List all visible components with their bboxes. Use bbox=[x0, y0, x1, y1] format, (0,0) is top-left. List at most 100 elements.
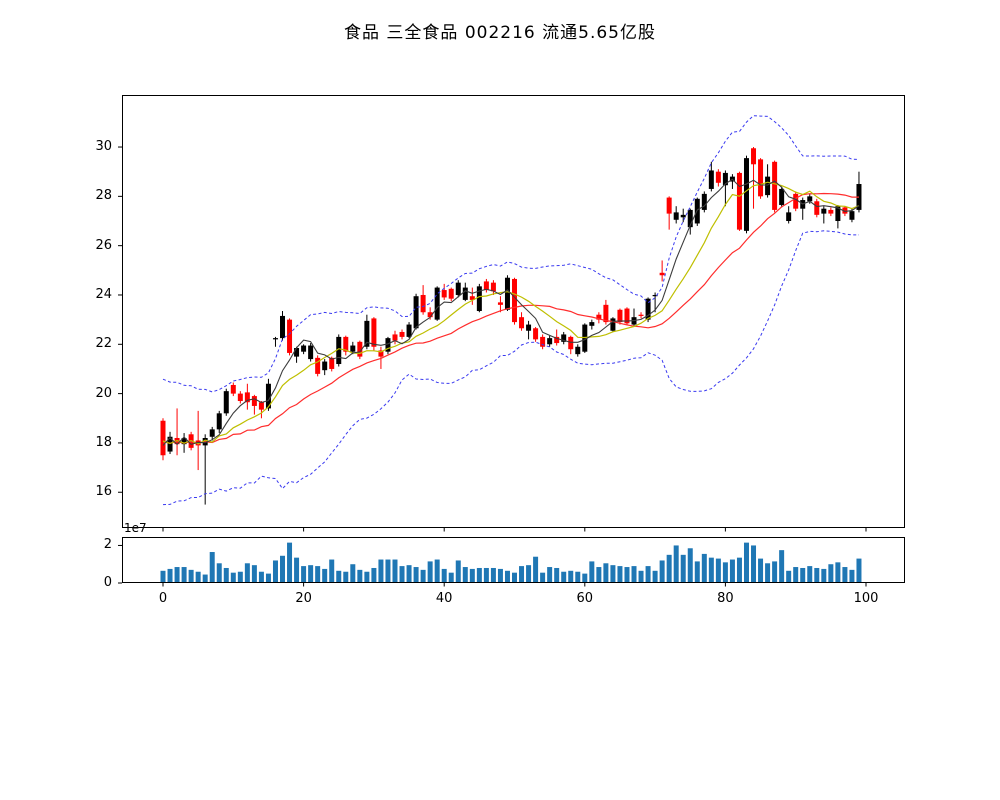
volume-bar bbox=[230, 572, 236, 583]
candle-body-up bbox=[765, 176, 771, 196]
volume-bar bbox=[413, 567, 419, 583]
candle-body-down bbox=[315, 357, 321, 374]
candle-body-up bbox=[547, 338, 553, 345]
candle-body-up bbox=[406, 324, 412, 337]
candle-body-down bbox=[399, 331, 405, 337]
volume-bar bbox=[216, 563, 222, 583]
volume-bar bbox=[701, 553, 707, 583]
x-tick-label: 80 bbox=[717, 591, 734, 606]
volume-bar bbox=[244, 563, 250, 583]
volume-bar bbox=[406, 565, 412, 583]
candle-body-down bbox=[287, 319, 293, 353]
volume-pane bbox=[118, 537, 905, 587]
candle-body-up bbox=[294, 347, 300, 357]
price-tick-label: 18 bbox=[95, 434, 112, 450]
price-tick-label: 22 bbox=[95, 336, 112, 352]
volume-bar bbox=[258, 571, 264, 583]
candle-body-up bbox=[673, 212, 679, 220]
volume-tick-label: 0 bbox=[103, 575, 112, 590]
volume-bar bbox=[624, 567, 630, 583]
volume-bar bbox=[715, 558, 721, 583]
candle-body-down bbox=[448, 288, 454, 299]
volume-bar bbox=[237, 571, 243, 583]
volume-bar bbox=[287, 542, 293, 583]
candle-body-down bbox=[357, 341, 363, 357]
chart-title: 食品 三全食品 002216 流通5.65亿股 bbox=[344, 23, 656, 43]
volume-bar bbox=[842, 567, 848, 583]
volume-bar bbox=[504, 570, 510, 583]
candle-body-up bbox=[265, 383, 271, 409]
candle-body-down bbox=[490, 282, 496, 292]
volume-bar bbox=[322, 568, 328, 583]
candle-body-down bbox=[258, 402, 264, 410]
candle-body-up bbox=[223, 391, 229, 414]
candle-body-up bbox=[652, 294, 658, 297]
volume-bar bbox=[652, 570, 658, 583]
volume-bar bbox=[708, 557, 714, 583]
candle-body-down bbox=[427, 312, 433, 318]
volume-bar bbox=[743, 542, 749, 583]
volume-bar bbox=[610, 565, 616, 583]
volume-bar bbox=[455, 560, 461, 583]
x-tick-label: 40 bbox=[435, 591, 453, 606]
candle-body-up bbox=[272, 338, 278, 340]
candle-body-up bbox=[743, 158, 749, 231]
volume-bar bbox=[434, 559, 440, 583]
candle-body-down bbox=[392, 334, 398, 341]
candle-body-down bbox=[420, 294, 426, 313]
price-tick-label: 28 bbox=[95, 188, 112, 204]
candle-body-up bbox=[807, 196, 813, 202]
volume-bar bbox=[329, 559, 335, 583]
volume-bar bbox=[512, 572, 517, 583]
volume-bar bbox=[638, 570, 644, 583]
volume-bar bbox=[223, 567, 229, 583]
x-tick-label: 20 bbox=[295, 591, 312, 606]
candle-body-down bbox=[469, 296, 475, 300]
volume-bar bbox=[547, 567, 553, 583]
volume-bar bbox=[687, 548, 693, 583]
volume-bar bbox=[828, 564, 834, 583]
volume-bar bbox=[779, 550, 785, 583]
volume-bar bbox=[378, 559, 384, 583]
volume-bar bbox=[568, 570, 574, 583]
candle-body-down bbox=[842, 207, 848, 214]
price-tick-label: 24 bbox=[95, 286, 112, 302]
volume-bar bbox=[209, 552, 215, 583]
candle-body-up bbox=[301, 345, 307, 352]
volume-bar bbox=[420, 569, 426, 583]
volume-bar bbox=[617, 566, 623, 583]
volume-bar bbox=[603, 563, 609, 583]
candle-body-down bbox=[244, 392, 250, 403]
price-tick-label: 20 bbox=[95, 385, 112, 401]
candle-body-up bbox=[413, 296, 419, 329]
volume-bar bbox=[280, 555, 286, 583]
volume-bar bbox=[856, 558, 862, 583]
candle-body-up bbox=[209, 429, 215, 437]
candle-body-up bbox=[708, 170, 714, 189]
candle-body-up bbox=[322, 361, 328, 371]
volume-bar bbox=[694, 561, 700, 583]
candle-body-down bbox=[596, 314, 602, 320]
candle-body-up bbox=[308, 345, 314, 360]
candle-body-down bbox=[617, 309, 623, 323]
ma20-line bbox=[162, 192, 859, 445]
volume-bar bbox=[722, 562, 728, 583]
bollinger-lower bbox=[162, 230, 859, 506]
volume-bar bbox=[800, 567, 806, 583]
candle-body-up bbox=[680, 214, 686, 218]
volume-bar bbox=[462, 567, 468, 583]
candle-body-down bbox=[772, 161, 778, 210]
volume-bar bbox=[631, 566, 637, 583]
candle-body-up bbox=[722, 172, 728, 186]
x-tick-label: 60 bbox=[576, 591, 594, 606]
candle-body-down bbox=[230, 384, 236, 394]
candle-body-down bbox=[568, 336, 574, 350]
candle-body-down bbox=[237, 393, 243, 402]
volume-bar bbox=[350, 564, 356, 583]
candle-body-down bbox=[533, 328, 539, 340]
price-tick-label: 26 bbox=[95, 237, 112, 253]
volume-bar bbox=[526, 565, 532, 583]
candle-body-down bbox=[378, 350, 384, 357]
volume-bar bbox=[793, 567, 799, 583]
candle-body-up bbox=[645, 298, 651, 320]
